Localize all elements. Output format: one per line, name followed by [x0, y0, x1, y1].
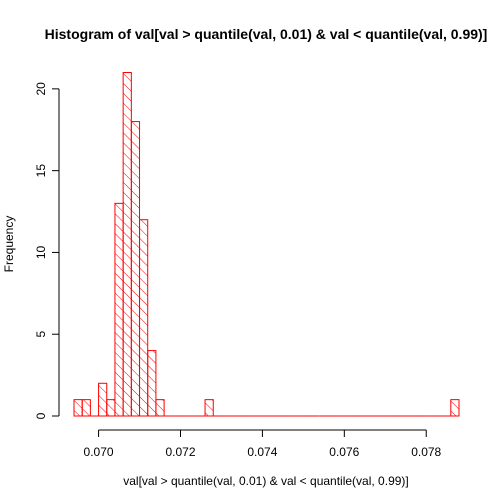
y-axis: 0 5 10 15 20: [34, 82, 60, 419]
x-tick-label: 0.076: [329, 445, 359, 459]
y-tick-label: 15: [34, 164, 48, 178]
histogram-bar: [204, 399, 214, 417]
y-tick-label: 0: [34, 412, 48, 419]
x-tick-label: 0.074: [247, 445, 277, 459]
histogram-bar: [114, 202, 124, 417]
x-tick-label: 0.072: [165, 445, 195, 459]
histogram-bar: [98, 382, 108, 417]
histogram-bar: [122, 72, 132, 417]
histogram-bar: [106, 399, 116, 417]
x-axis-label: val[val > quantile(val, 0.01) & val < qu…: [123, 474, 409, 488]
x-tick-label: 0.078: [411, 445, 441, 459]
chart-title: Histogram of val[val > quantile(val, 0.0…: [45, 26, 488, 42]
histogram-bar: [73, 399, 83, 417]
y-axis-label: Frequency: [2, 216, 16, 273]
histogram-bar: [155, 399, 165, 417]
histogram-bar: [147, 350, 157, 417]
y-tick-label: 5: [34, 331, 48, 338]
histogram-bar: [81, 399, 91, 417]
x-tick-label: 0.070: [84, 445, 114, 459]
y-tick-label: 10: [34, 245, 48, 259]
histogram-bars: [73, 72, 460, 417]
y-tick-label: 20: [34, 82, 48, 96]
x-axis: 0.070 0.072 0.074 0.076 0.078: [84, 429, 442, 459]
histogram-bar: [130, 121, 141, 417]
histogram-bar: [139, 219, 149, 417]
histogram-bar: [450, 399, 460, 417]
